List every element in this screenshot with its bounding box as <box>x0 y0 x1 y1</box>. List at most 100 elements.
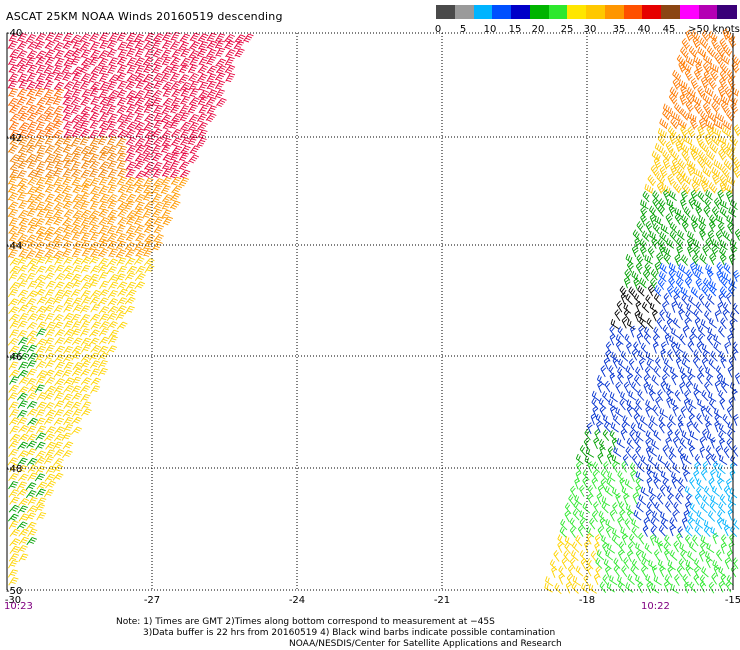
wind-barb <box>98 217 110 227</box>
wind-barb <box>27 280 38 290</box>
wind-barb <box>705 263 714 275</box>
wind-barb <box>98 239 109 249</box>
wind-barb <box>722 230 731 242</box>
wind-barb <box>108 329 119 339</box>
wind-barb <box>18 498 29 506</box>
wind-barb <box>617 326 625 338</box>
wind-barb <box>585 447 595 458</box>
wind-barb <box>709 253 717 266</box>
wind-barb <box>116 113 128 123</box>
wind-barb <box>9 352 20 361</box>
wind-barb <box>688 445 695 458</box>
wind-barb <box>682 574 689 586</box>
wind-barb <box>9 49 20 59</box>
wind-barb <box>591 397 599 410</box>
wind-barb <box>591 510 598 523</box>
wind-barb <box>708 358 716 370</box>
wind-barb <box>655 356 662 369</box>
wind-barb <box>687 112 697 123</box>
wind-barb <box>216 97 227 107</box>
wind-barb <box>71 426 83 435</box>
wind-barb <box>189 56 200 66</box>
wind-barb <box>721 126 731 137</box>
wind-barb <box>593 501 599 514</box>
wind-barb <box>107 177 118 187</box>
wind-barb <box>726 149 735 161</box>
wind-barb <box>693 309 701 321</box>
wind-barb <box>658 198 666 210</box>
wind-barb <box>98 271 109 281</box>
note-line-2: 3)Data buffer is 22 hrs from 20160519 4)… <box>143 628 556 638</box>
wind-barb <box>685 55 695 67</box>
wind-barb <box>26 88 37 98</box>
wind-barb <box>71 153 82 163</box>
wind-barb <box>624 268 632 281</box>
wind-barb <box>684 390 690 402</box>
wind-barb <box>160 72 172 82</box>
wind-barb <box>597 452 603 465</box>
wind-barb <box>108 32 119 42</box>
wind-barb <box>43 106 55 116</box>
wind-barb <box>99 96 111 106</box>
wind-barb <box>153 57 164 67</box>
wind-barb <box>80 145 92 155</box>
wind-barb <box>17 386 29 394</box>
wind-barb <box>680 286 689 298</box>
wind-barb <box>720 142 729 155</box>
wind-barb <box>52 153 63 163</box>
wind-barb <box>34 168 45 178</box>
wind-barb <box>685 92 695 105</box>
wind-barb <box>670 471 679 482</box>
wind-barb <box>673 540 680 553</box>
wind-barb <box>722 28 731 41</box>
wind-barb <box>652 404 659 417</box>
wind-barb <box>595 566 601 578</box>
wind-barb <box>707 293 715 305</box>
wind-barb <box>700 180 709 193</box>
lat-tick-label: -42 <box>6 133 22 144</box>
wind-barb <box>663 365 671 377</box>
wind-barb <box>610 351 620 363</box>
wind-barb <box>680 46 689 58</box>
wind-barb <box>582 502 591 514</box>
wind-barb <box>80 320 91 330</box>
wind-barb <box>717 510 724 522</box>
wind-barb <box>98 360 108 369</box>
wind-barb <box>35 176 47 186</box>
wind-barb <box>124 200 135 210</box>
wind-barb <box>16 521 28 530</box>
wind-barb <box>134 281 146 290</box>
wind-barb <box>90 49 101 59</box>
wind-barb <box>106 345 118 354</box>
wind-barb <box>623 276 631 289</box>
wind-barb <box>124 305 135 315</box>
wind-barb <box>71 248 82 258</box>
wind-barb <box>671 158 680 170</box>
wind-barb <box>16 88 28 98</box>
wind-barb <box>637 389 645 401</box>
wind-barb <box>45 241 56 251</box>
wind-barb <box>711 572 717 585</box>
wind-barb <box>162 152 174 162</box>
wind-barb <box>206 48 217 58</box>
wind-barb <box>610 422 619 433</box>
wind-barb <box>712 172 720 185</box>
wind-barb <box>8 345 20 354</box>
wind-barb <box>609 405 616 418</box>
wind-barb <box>597 484 604 497</box>
wind-barb <box>224 64 236 74</box>
wind-barb <box>17 264 29 273</box>
wind-barb <box>198 56 209 66</box>
wind-barb <box>98 89 109 99</box>
wind-barb <box>180 82 191 92</box>
wind-barb <box>61 64 73 74</box>
wind-barb <box>711 453 719 466</box>
wind-barb <box>719 438 725 450</box>
wind-barb <box>97 297 109 306</box>
wind-barb <box>54 354 65 362</box>
wind-barb <box>704 414 712 426</box>
wind-barb <box>70 105 82 115</box>
wind-barb <box>675 140 683 153</box>
wind-barb <box>45 441 56 450</box>
wind-barb <box>71 337 83 346</box>
